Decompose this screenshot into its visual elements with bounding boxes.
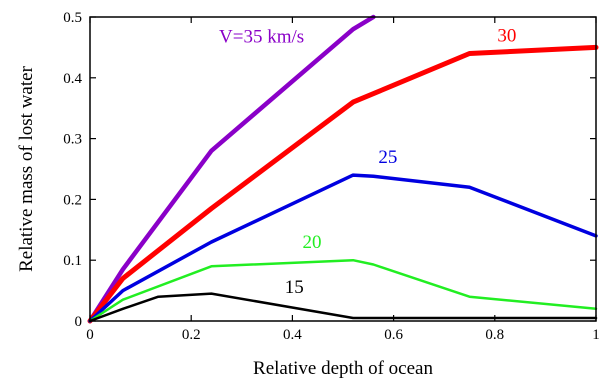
series-layer bbox=[87, 14, 599, 324]
x-tick-label: 0.2 bbox=[182, 327, 201, 343]
y-tick-label: 0.5 bbox=[63, 10, 82, 26]
series-label-20: 20 bbox=[303, 232, 322, 253]
y-tick-label: 0.4 bbox=[63, 71, 82, 87]
x-tick-label: 1 bbox=[592, 327, 600, 343]
series-line-v-35-km-s bbox=[87, 14, 376, 324]
annotation-layer: V=35 km/s 30 25 20 15 bbox=[219, 25, 516, 298]
y-tick-label: 0.1 bbox=[63, 253, 82, 269]
series-line-20 bbox=[88, 258, 598, 323]
x-axis-label: Relative depth of ocean bbox=[253, 358, 433, 379]
x-tick-label: 0.8 bbox=[485, 327, 504, 343]
tick-layer: 0 0.2 0.4 0.6 0.8 1 0 0.1 0.2 0.3 0.4 0.5 bbox=[63, 10, 600, 343]
series-line-25 bbox=[88, 173, 598, 323]
x-tick-label: 0.4 bbox=[283, 327, 302, 343]
x-tick-label: 0.6 bbox=[384, 327, 403, 343]
series-label-15: 15 bbox=[285, 277, 304, 298]
series-line-30 bbox=[87, 44, 599, 324]
series-label-25: 25 bbox=[378, 147, 397, 168]
series-label-30: 30 bbox=[497, 25, 516, 46]
plot-frame bbox=[89, 16, 597, 322]
x-tick-label: 0 bbox=[86, 327, 94, 343]
series-label-v-35-km-s: V=35 km/s bbox=[219, 27, 304, 48]
y-tick-label: 0 bbox=[75, 314, 83, 330]
y-axis-label: Relative mass of lost water bbox=[16, 65, 37, 271]
series-line-15 bbox=[88, 292, 598, 323]
y-tick-label: 0.2 bbox=[63, 192, 82, 208]
y-tick-label: 0.3 bbox=[63, 132, 82, 148]
